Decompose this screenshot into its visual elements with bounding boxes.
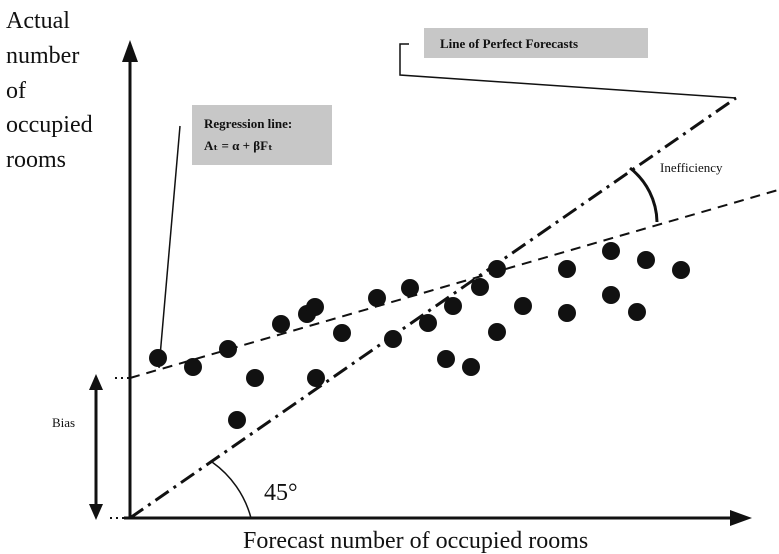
data-point [558, 304, 576, 322]
data-point [333, 324, 351, 342]
bias-arrow-bottom [89, 504, 103, 520]
data-point [246, 369, 264, 387]
data-point [368, 289, 386, 307]
data-points [149, 242, 690, 429]
data-point [401, 279, 419, 297]
y-axis-label-line-1: Actual [6, 8, 70, 34]
y-axis-label-line-4: occupied [6, 112, 93, 138]
regression-label-equation: Aₜ = α + βFₜ [204, 138, 273, 153]
data-point [514, 297, 532, 315]
data-point [637, 251, 655, 269]
x-axis-label: Forecast number of occupied rooms [243, 528, 588, 554]
data-point [272, 315, 290, 333]
x-axis-arrow [730, 510, 752, 526]
bias-label: Bias [52, 415, 75, 430]
y-axis-label-line-3: of [6, 78, 26, 104]
data-point [672, 261, 690, 279]
inefficiency-arc [629, 166, 659, 223]
data-point [444, 297, 462, 315]
data-point [419, 314, 437, 332]
perfect-forecast-leader [399, 43, 737, 99]
data-point [219, 340, 237, 358]
y-axis-label-line-5: rooms [6, 147, 66, 173]
data-point [628, 303, 646, 321]
regression-line [129, 189, 779, 379]
data-point [184, 358, 202, 376]
angle-arc [211, 461, 252, 519]
data-point [488, 260, 506, 278]
data-point [471, 278, 489, 296]
data-point [462, 358, 480, 376]
data-point [384, 330, 402, 348]
data-point [602, 242, 620, 260]
perfect-forecast-label: Line of Perfect Forecasts [440, 36, 578, 51]
regression-label-title: Regression line: [204, 116, 292, 131]
data-point [602, 286, 620, 304]
y-axis-label-line-2: number [6, 43, 79, 69]
perfect-forecast-label-bg [424, 28, 648, 58]
data-point [437, 350, 455, 368]
data-point [306, 298, 324, 316]
data-point [488, 323, 506, 341]
regression-label-bg [192, 105, 332, 165]
data-point [558, 260, 576, 278]
data-point [228, 411, 246, 429]
data-point [149, 349, 167, 367]
angle-label: 45° [264, 480, 298, 506]
regression-leader [158, 125, 181, 369]
inefficiency-label: Inefficiency [660, 160, 723, 175]
data-point [307, 369, 325, 387]
bias-arrow-top [89, 374, 103, 390]
y-axis-arrow [122, 40, 138, 62]
